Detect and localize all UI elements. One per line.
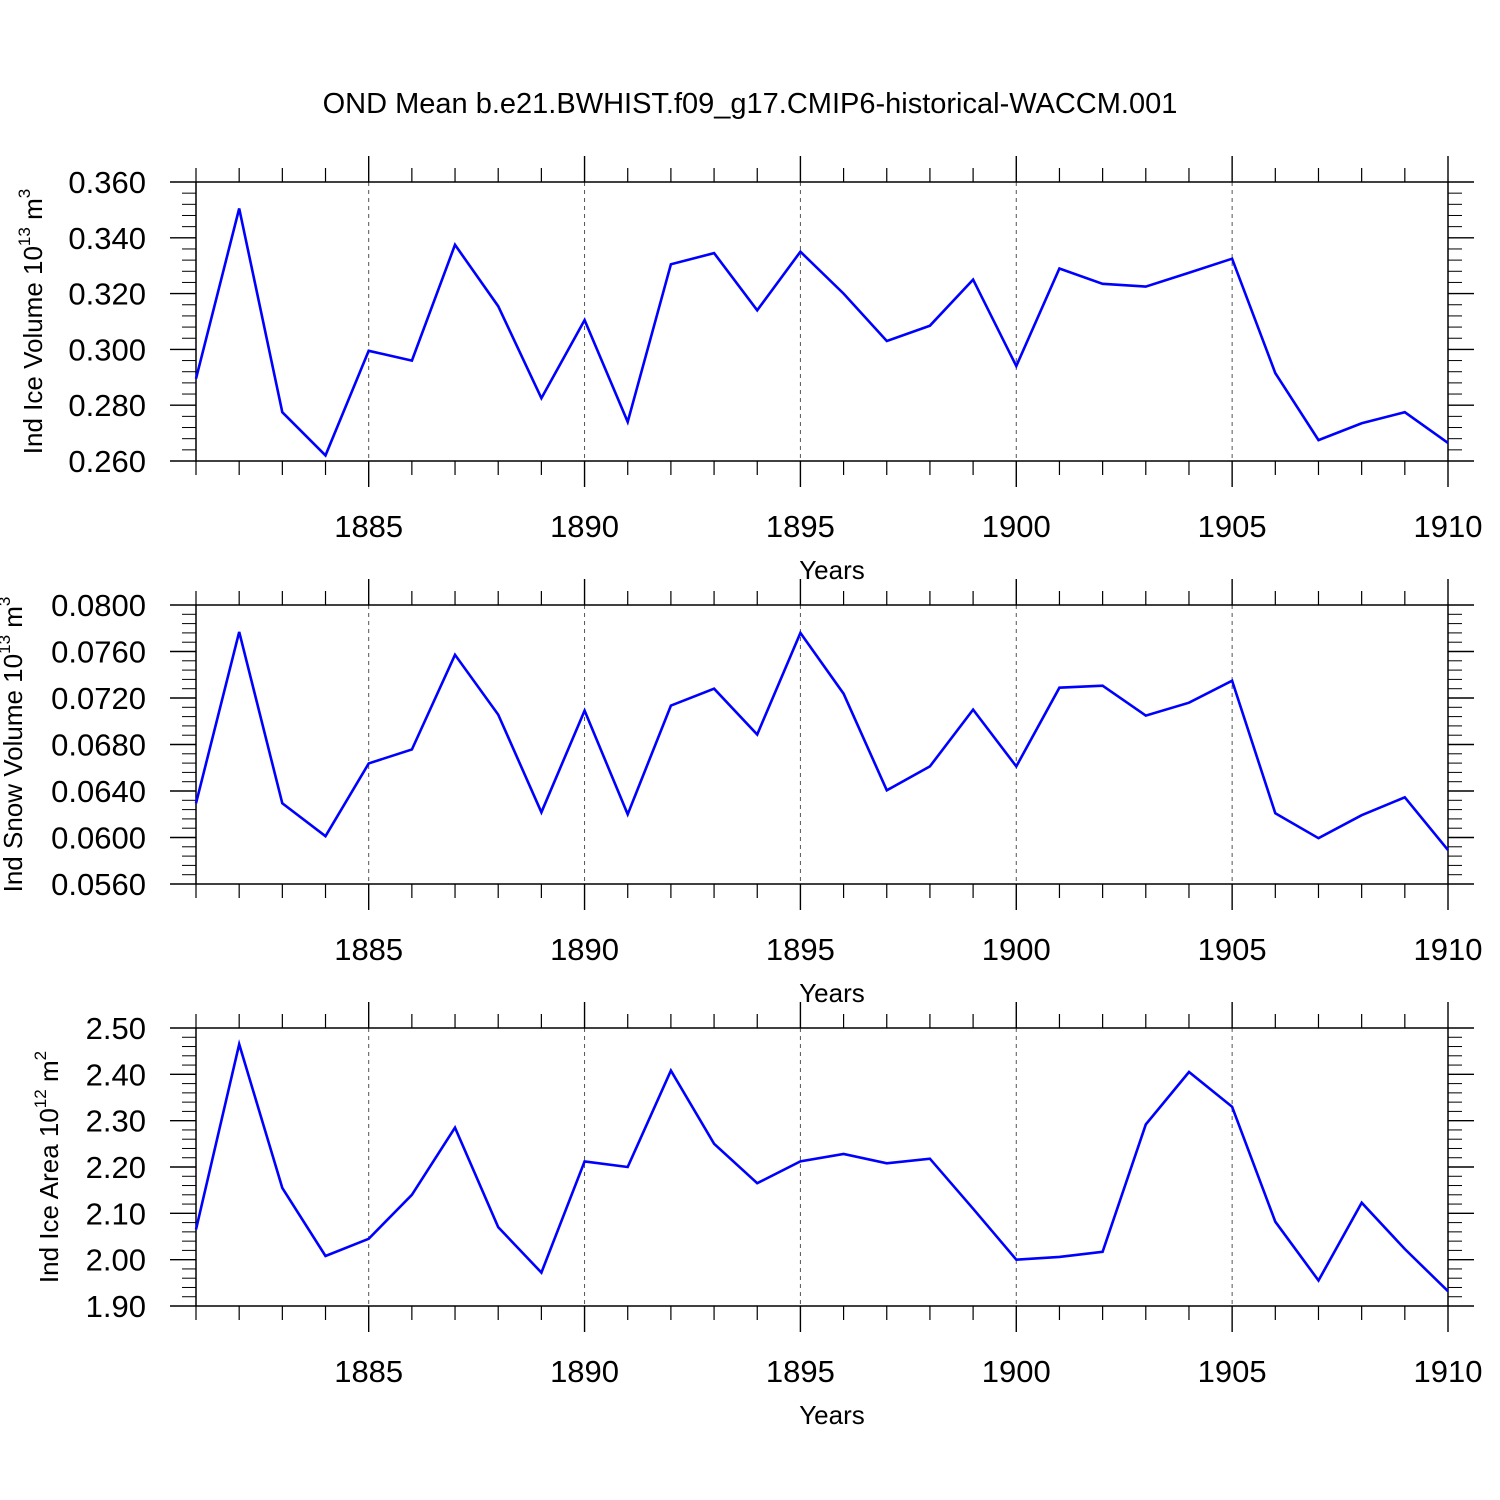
- y-tick-label: 2.10: [86, 1196, 146, 1231]
- x-tick-label: 1905: [1198, 932, 1267, 967]
- panel-ice-area: 1.90 2.00 2.10 2.20 2.30 2.40 2.50 1885 1890 1895…: [31, 1002, 1482, 1430]
- x-tick-label: 1890: [550, 509, 619, 544]
- x-axis-label: Years: [799, 555, 865, 585]
- y-tick-label: 0.0560: [51, 867, 146, 902]
- y-tick-label: 0.280: [68, 388, 146, 423]
- x-tick-label: 1900: [982, 932, 1051, 967]
- series-line: [194, 630, 1450, 851]
- y-tick-label: 2.30: [86, 1104, 146, 1139]
- x-tick-label: 1895: [766, 1354, 835, 1389]
- panel-snow-volume: 0.0560 0.0600 0.0640 0.0680 0.0720 0.0760 0.08…: [0, 579, 1482, 1008]
- x-tick-label: 1910: [1414, 932, 1483, 967]
- y-tick-label: 0.340: [68, 221, 146, 256]
- figure-title: OND Mean b.e21.BWHIST.f09_g17.CMIP6-hist…: [322, 88, 1178, 120]
- x-tick-label: 1895: [766, 509, 835, 544]
- y-tick-label: 0.260: [68, 444, 146, 479]
- x-tick-label: 1885: [334, 932, 403, 967]
- y-axis-label: Ind Snow Volume 1013 m3: [0, 597, 28, 893]
- y-tick-label: 0.0760: [51, 635, 146, 670]
- x-tick-label: 1910: [1414, 509, 1483, 544]
- y-tick-label: 0.320: [68, 277, 146, 312]
- y-tick-label: 2.50: [86, 1011, 146, 1046]
- y-tick-label: 1.90: [86, 1289, 146, 1324]
- panel-ice-volume: 0.260 0.280 0.300 0.320 0.340 0.360 1885 1890 18…: [15, 156, 1482, 585]
- y-tick-label: 0.0800: [51, 588, 146, 623]
- y-axis-label: Ind Ice Volume 1013 m3: [15, 189, 48, 454]
- series-line: [194, 208, 1449, 458]
- x-tick-label: 1910: [1414, 1354, 1483, 1389]
- y-tick-label: 2.40: [86, 1057, 146, 1092]
- y-tick-label: 0.360: [68, 165, 146, 200]
- y-axis-label: Ind Ice Area 1012 m2: [31, 1051, 64, 1283]
- y-tick-label: 0.0640: [51, 774, 146, 809]
- y-tick-label: 0.0600: [51, 821, 146, 856]
- x-tick-label: 1885: [334, 1354, 403, 1389]
- plot-frame: [195, 604, 1449, 885]
- x-tick-label: 1905: [1198, 1354, 1267, 1389]
- x-tick-label: 1905: [1198, 509, 1267, 544]
- plot-frame: [195, 1027, 1449, 1307]
- y-tick-label: 0.0720: [51, 681, 146, 716]
- y-tick-label: 0.0680: [51, 728, 146, 763]
- x-tick-label: 1900: [982, 509, 1051, 544]
- series-line: [194, 1039, 1449, 1293]
- x-axis-label: Years: [799, 978, 865, 1008]
- y-tick-label: 2.20: [86, 1150, 146, 1185]
- x-tick-label: 1885: [334, 509, 403, 544]
- plot-frame: [195, 181, 1449, 462]
- x-axis-label: Years: [799, 1400, 865, 1430]
- x-tick-label: 1895: [766, 932, 835, 967]
- x-tick-label: 1890: [550, 1354, 619, 1389]
- y-tick-label: 2.00: [86, 1243, 146, 1278]
- x-tick-label: 1890: [550, 932, 619, 967]
- y-tick-label: 0.300: [68, 332, 146, 367]
- x-tick-label: 1900: [982, 1354, 1051, 1389]
